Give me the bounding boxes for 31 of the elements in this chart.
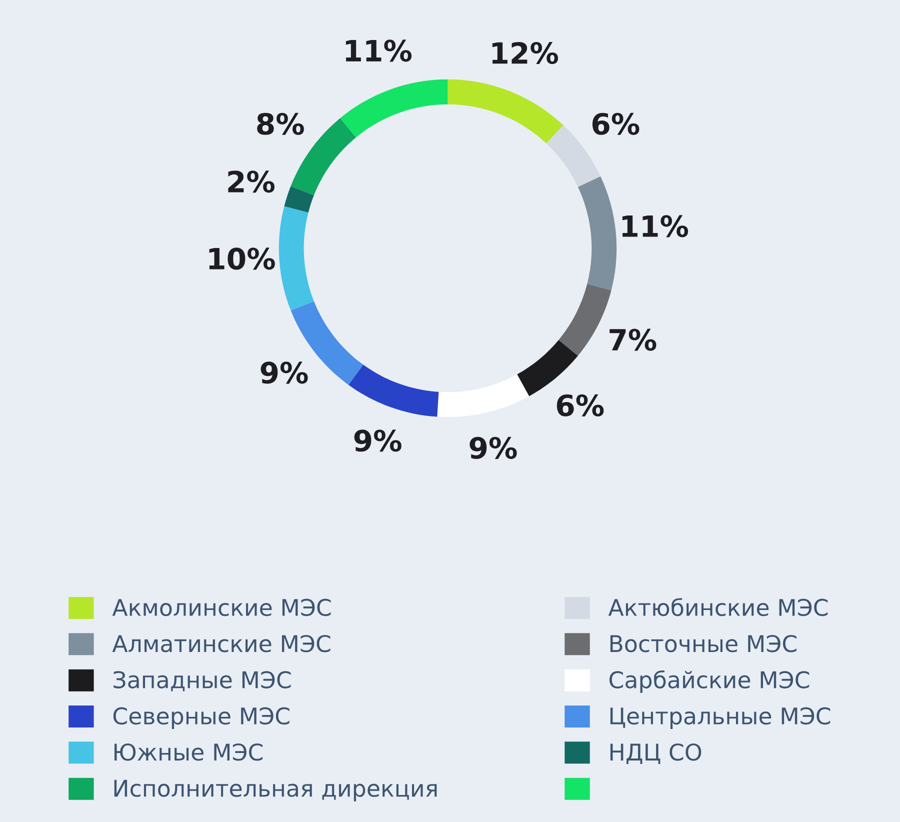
data-label: 9% [260, 362, 308, 384]
data-label: 8% [257, 112, 304, 135]
legend-label: НДЦ СО [610, 743, 702, 764]
legend-label: Акмолинские МЭС [112, 598, 331, 616]
legend-label: Сарбайские МЭС [609, 670, 810, 693]
legend-label: Западные МЭС [114, 671, 291, 692]
data-label: 6% [592, 112, 640, 135]
data-label: 11% [346, 40, 412, 62]
legend-label: Северные МЭС [113, 707, 290, 730]
donut-slice [558, 284, 612, 356]
donut-slice [437, 374, 530, 418]
data-label: 12% [492, 42, 558, 64]
legend-label: Алматинские МЭС [112, 634, 330, 652]
data-label: 9% [354, 430, 402, 452]
donut-slice [284, 186, 314, 212]
donut-slice [578, 176, 617, 290]
data-label: 7% [610, 328, 656, 351]
data-label: 6% [556, 394, 604, 416]
donut-slice [278, 206, 314, 310]
legend-label: Центральные МЭС [610, 707, 830, 730]
donut-slice [448, 79, 564, 144]
data-label: 9% [470, 436, 517, 459]
donut-slice [340, 79, 448, 138]
data-label: 11% [622, 215, 688, 238]
legend-label: Исполнительная дирекция [114, 780, 437, 802]
data-label: 2% [228, 170, 274, 193]
legend-label: Южные МЭС [114, 743, 263, 761]
donut-slice [348, 364, 439, 417]
legend-label: Актюбинские МЭС [608, 598, 828, 616]
legend-label: Восточные МЭС [610, 634, 796, 652]
data-label: 10% [209, 248, 275, 270]
